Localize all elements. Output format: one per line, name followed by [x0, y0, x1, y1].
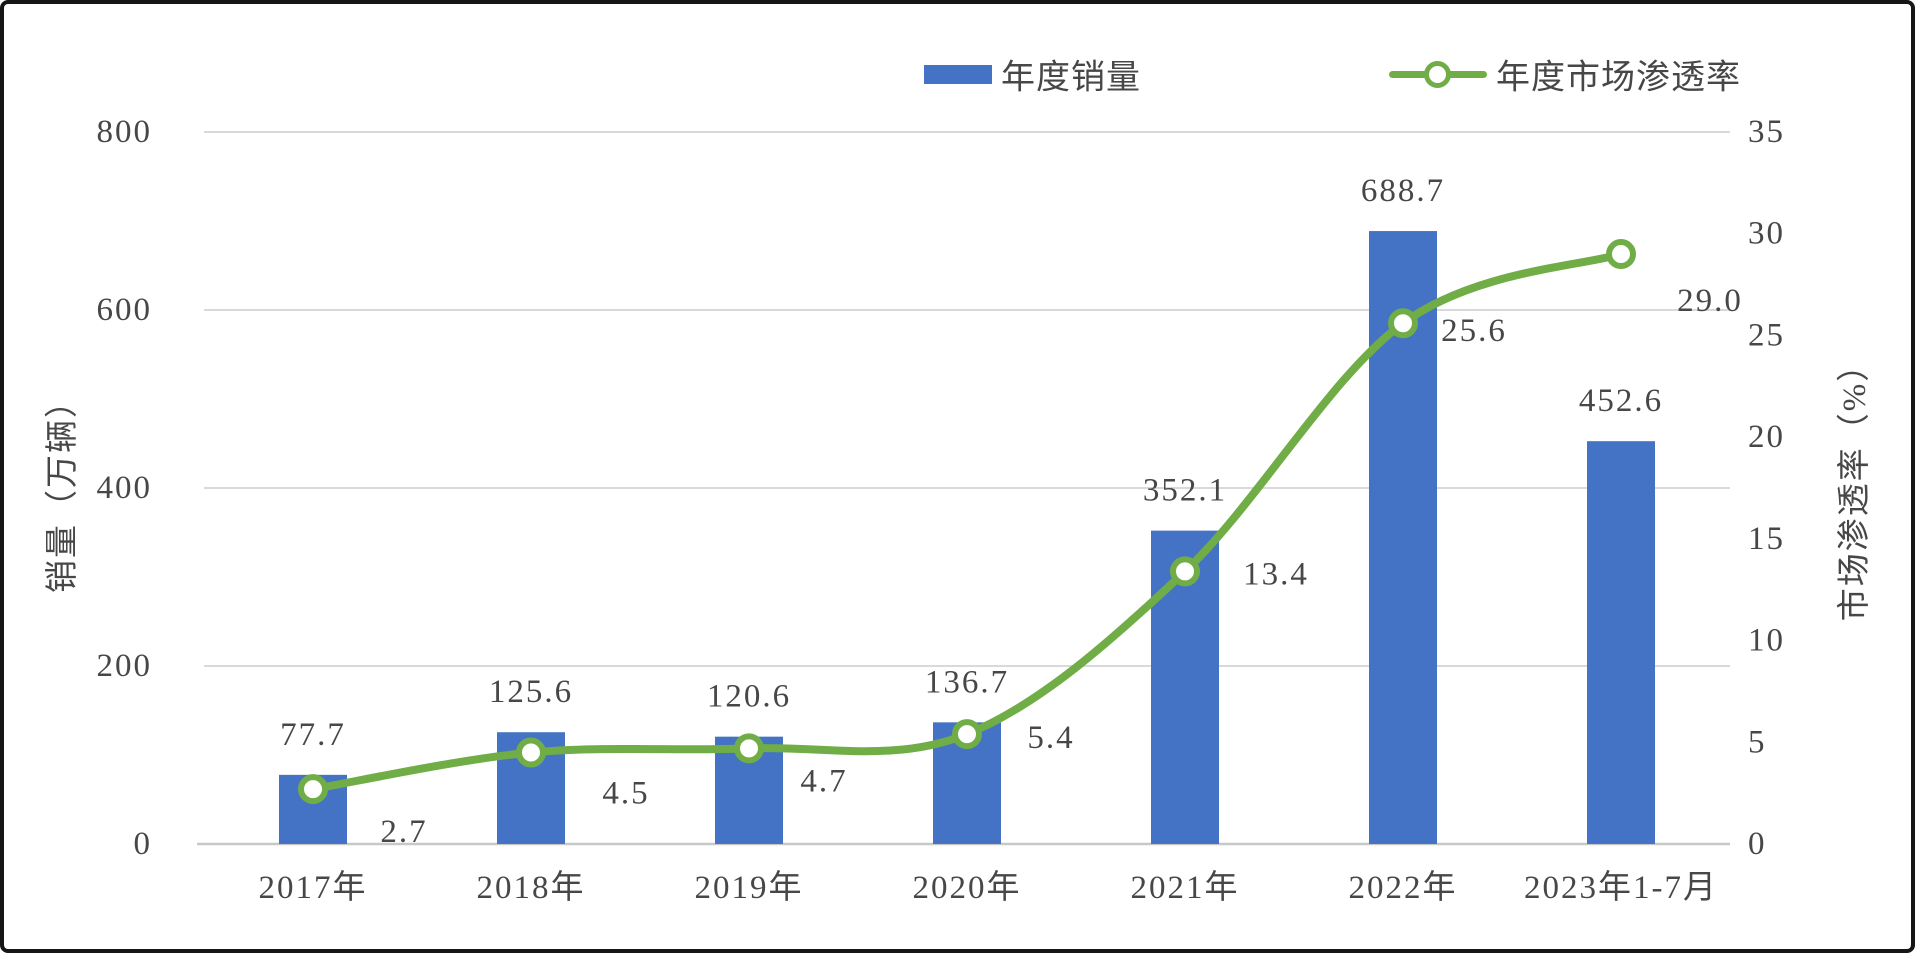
bar-value-label: 125.6	[489, 674, 573, 710]
bar-value-label: 77.7	[280, 717, 346, 753]
left-axis-tick-400: 400	[97, 470, 153, 506]
x-axis-label-3: 2019年	[695, 869, 804, 906]
legend-bar-label: 年度销量	[1001, 59, 1141, 97]
left-axis-tick-200: 200	[97, 648, 153, 684]
left-axis-tick-0: 0	[134, 826, 153, 862]
line-marker-2017年	[298, 774, 328, 805]
right-axis-title: 市场渗透率（%）	[1837, 346, 1873, 622]
bar-value-label: 688.7	[1361, 173, 1445, 209]
right-axis-tick-10: 10	[1748, 623, 1785, 659]
left-axis-tick-800: 800	[97, 114, 153, 150]
right-axis-tick-5: 5	[1748, 724, 1767, 760]
line-marker-2021年	[1170, 556, 1200, 587]
right-axis-tick-15: 15	[1748, 521, 1785, 557]
legend-bar-swatch	[924, 65, 992, 84]
line-marker-2022年	[1388, 308, 1418, 339]
left-axis-tick-600: 600	[97, 292, 153, 328]
x-axis-label-2: 2018年	[477, 869, 586, 906]
legend-line-label: 年度市场渗透率	[1496, 59, 1741, 97]
line-marker-2018年	[516, 737, 546, 768]
bar-value-label: 136.7	[925, 664, 1009, 700]
line-marker-2023年1-7月	[1606, 239, 1636, 270]
line-value-label: 5.4	[1027, 720, 1074, 756]
right-axis-tick-20: 20	[1748, 419, 1785, 455]
line-marker-2019年	[734, 733, 764, 764]
line-value-label: 13.4	[1243, 556, 1309, 592]
bar-value-label: 452.6	[1579, 383, 1663, 419]
line-value-label: 29.0	[1677, 283, 1743, 319]
line-value-label: 25.6	[1441, 313, 1507, 349]
right-axis-tick-25: 25	[1748, 317, 1785, 353]
line-value-label: 4.7	[800, 763, 847, 799]
bar-value-label: 352.1	[1143, 473, 1227, 509]
x-axis-label-7: 2023年1-7月	[1524, 869, 1718, 906]
x-axis-label-6: 2022年	[1349, 869, 1458, 906]
bar-value-label: 120.6	[707, 679, 791, 715]
line-marker-2020年	[952, 719, 982, 750]
x-axis-label-5: 2021年	[1131, 869, 1240, 906]
bar-2023年1-7月	[1587, 441, 1655, 844]
line-value-label: 2.7	[380, 814, 427, 850]
right-axis-tick-35: 35	[1748, 114, 1785, 150]
right-axis-tick-30: 30	[1748, 216, 1785, 252]
line-value-label: 4.5	[602, 775, 649, 811]
left-axis-title: 销量（万辆）	[45, 383, 81, 593]
x-axis-label-1: 2017年	[259, 869, 368, 906]
x-axis-label-4: 2020年	[913, 869, 1022, 906]
legend-line-marker-icon	[1424, 61, 1451, 88]
combo-chart-canvas: 0 200 400 600 800 0 5 10 15 20 25 30 35 2017年 2018年 201…	[97, 114, 1785, 906]
right-axis-tick-0: 0	[1748, 826, 1767, 862]
